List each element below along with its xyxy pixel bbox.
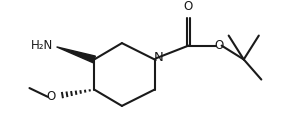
Text: N: N [154, 51, 164, 64]
Text: O: O [47, 90, 56, 103]
Text: O: O [214, 39, 223, 52]
Text: O: O [184, 0, 193, 14]
Polygon shape [57, 47, 95, 63]
Text: H₂N: H₂N [31, 39, 54, 52]
